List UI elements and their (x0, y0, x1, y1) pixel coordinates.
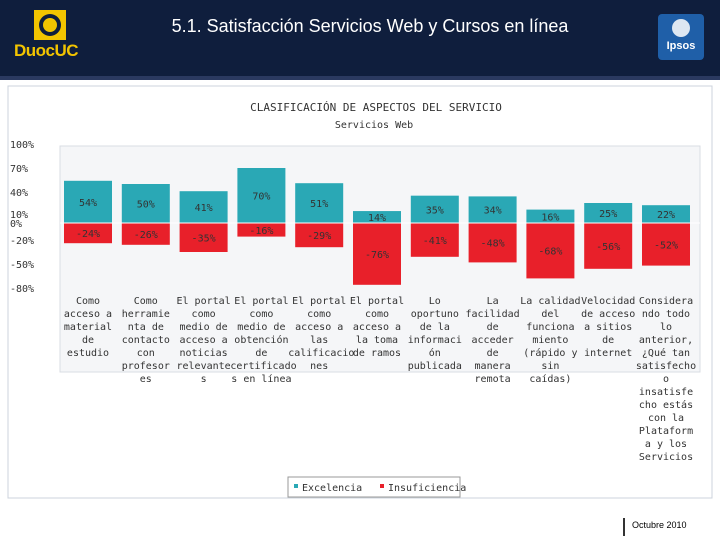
data-label-excelencia: 50% (137, 200, 155, 211)
legend-label: Excelencia (302, 483, 362, 494)
satisfaction-chart: CLASIFICACIÓN DE ASPECTOS DEL SERVICIO S… (7, 85, 713, 499)
data-label-excelencia: 41% (195, 203, 213, 214)
y-tick-label: 70% (10, 164, 28, 175)
y-axis: 100% 70% 40% 10%0% -20% -50% -80% (10, 140, 34, 295)
legend-swatch (380, 484, 384, 488)
bar-excelencia (642, 205, 690, 223)
bar-insuficiencia (179, 223, 228, 252)
chart-subtitle: Servicios Web (335, 120, 413, 131)
data-label-insuficiencia: -26% (134, 230, 158, 241)
chart-legend: Excelencia Insuficiencia (287, 476, 466, 498)
x-category-label: La facilidad de acceder de manera remota (465, 296, 520, 385)
bar-insuficiencia (468, 223, 517, 263)
page-title: 5.1. Satisfacción Servicios Web y Cursos… (171, 16, 569, 36)
duoc-logo (10, 10, 96, 66)
bar-excelencia (526, 209, 575, 223)
header-underline (0, 76, 720, 80)
bar-excelencia (468, 196, 517, 223)
bar-insuficiencia (642, 223, 690, 266)
bar-excelencia (121, 184, 170, 223)
slide-header: DuocUC 5.1. Satisfacción Servicios Web y… (0, 0, 720, 76)
ipsos-mark-icon (672, 19, 690, 37)
duoc-crest-icon (34, 10, 66, 40)
bar-excelencia (295, 183, 344, 223)
data-label-insuficiencia: -52% (654, 240, 678, 251)
data-label-excelencia: 35% (426, 205, 444, 216)
bar-insuficiencia (64, 223, 112, 244)
x-category-label: Velocidad de acceso a sitios de internet (581, 296, 636, 359)
y-tick-label: 10% (10, 210, 28, 221)
bar-excelencia (410, 195, 459, 223)
x-category-label: Lo oportuno de la informaci ón publicada (407, 296, 462, 372)
data-label-excelencia: 54% (79, 198, 97, 209)
bar-insuficiencia (295, 223, 344, 248)
x-category-label: Considera ndo todo lo anterior, ¿Qué tan… (635, 296, 697, 463)
data-label-insuficiencia: -35% (192, 234, 216, 245)
data-label-insuficiencia: -48% (481, 239, 505, 250)
data-label-insuficiencia: -24% (76, 229, 100, 240)
footer-date: Octubre 2010 (632, 520, 687, 530)
data-label-insuficiencia: -41% (423, 236, 447, 247)
ipsos-logo-text: Ipsos (666, 40, 696, 52)
data-label-excelencia: 14% (368, 213, 386, 224)
x-category-label: El portal como medio de acceso a noticia… (176, 296, 231, 385)
bar-excelencia (353, 211, 401, 223)
bar-excelencia (237, 168, 286, 223)
bar-insuficiencia (584, 223, 633, 269)
data-label-excelencia: 25% (599, 209, 617, 220)
y-tick-label: 100% (10, 140, 34, 151)
bar-insuficiencia (121, 223, 170, 245)
y-tick-label: 40% (10, 188, 28, 199)
data-label-excelencia: 22% (657, 210, 675, 221)
y-tick-label: -20% (10, 236, 34, 247)
y-tick-label: 0% (10, 219, 22, 230)
legend-label: Insuficiencia (388, 483, 466, 494)
bar-insuficiencia (237, 223, 286, 237)
y-tick-label: -80% (10, 284, 34, 295)
x-category-label: Como acceso a material de estudio (63, 296, 113, 359)
x-category-label: El portal como acceso a la toma de ramos (349, 296, 405, 359)
data-label-excelencia: 16% (541, 212, 559, 223)
duoc-logo-text: DuocUC (14, 41, 79, 60)
footer-separator (623, 518, 625, 536)
x-category-label: El portal como medio de obtención de cer… (230, 296, 297, 385)
bar-excelencia (179, 191, 228, 223)
ipsos-logo: Ipsos (658, 14, 704, 60)
x-category-label: La calidad del funciona miento (rápido y… (520, 296, 581, 385)
data-label-excelencia: 34% (484, 206, 502, 217)
legend-swatch (294, 484, 298, 488)
legend-box (287, 476, 461, 498)
bar-insuficiencia (353, 223, 401, 285)
bar-excelencia (64, 180, 112, 223)
data-label-insuficiencia: -29% (307, 231, 331, 242)
data-label-insuficiencia: -76% (365, 250, 389, 261)
data-label-insuficiencia: -68% (538, 247, 562, 258)
bars-group: 54% -24% 50% -26% 41% -35% 70% -16% 51% -29% 14% -7… (60, 168, 700, 285)
bar-insuficiencia (526, 223, 575, 279)
x-category-label: Como herramie nta de contacto con profes… (121, 296, 170, 385)
bar-excelencia (584, 203, 633, 223)
data-label-insuficiencia: -56% (596, 242, 620, 253)
y-tick-label: -50% (10, 260, 34, 271)
data-label-excelencia: 70% (252, 192, 270, 203)
bar-insuficiencia (410, 223, 459, 257)
chart-title: CLASIFICACIÓN DE ASPECTOS DEL SERVICIO (250, 101, 502, 114)
data-label-insuficiencia: -16% (249, 226, 273, 237)
data-label-excelencia: 51% (310, 199, 328, 210)
x-category-label: El portal como acceso a las calificacio … (288, 296, 355, 372)
